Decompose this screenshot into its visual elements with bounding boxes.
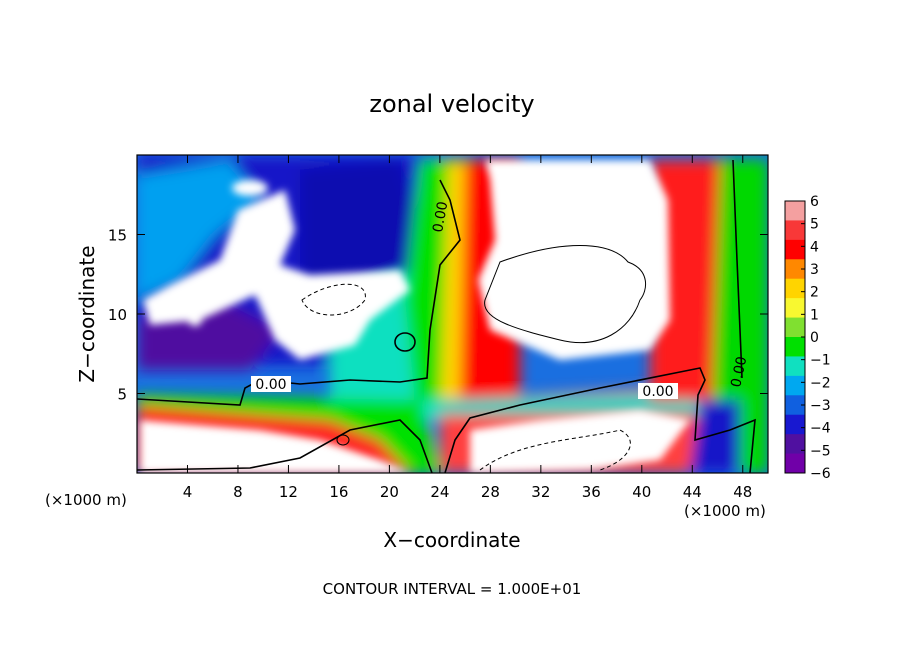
contour-interval-footer: CONTOUR INTERVAL = 1.000E+01 <box>323 580 582 598</box>
x-tick-label: 4 <box>183 483 193 501</box>
x-tick-label: 8 <box>233 483 243 501</box>
x-tick-label: 16 <box>329 483 348 501</box>
x-tick-label: 12 <box>279 483 298 501</box>
colorbar-tick-label: 1 <box>810 307 819 323</box>
contour-label-2: 0.00 <box>642 384 673 400</box>
x-tick-label: 40 <box>632 483 651 501</box>
colorbar-swatch <box>785 201 805 221</box>
colorbar-swatch <box>785 278 805 299</box>
colorbar-swatch <box>785 395 805 416</box>
x-axis: 4 8 12 16 20 24 28 32 36 40 44 48 <box>183 155 752 501</box>
colorbar-swatch <box>785 453 805 474</box>
x-tick-label: 36 <box>582 483 601 501</box>
contour-label-4: 0.00 <box>728 355 750 389</box>
colorbar-tick-label: 0 <box>810 330 819 346</box>
x-tick-label: 32 <box>531 483 550 501</box>
x-tick-label: 20 <box>380 483 399 501</box>
colorbar-swatch <box>785 337 805 357</box>
colorbar-swatch <box>785 414 805 435</box>
contour-labels: 0.00 0.00 0.00 0.00 <box>251 200 750 400</box>
x-tick-label: 44 <box>683 483 702 501</box>
y-tick-label: 10 <box>108 306 127 324</box>
x-unit-right: (×1000 m) <box>684 502 766 520</box>
x-unit-left: (×1000 m) <box>45 491 127 509</box>
y-axis: 5 10 15 <box>108 227 768 404</box>
colorbar: 6 5 4 3 2 1 0 −1 −2 −3 −4 −5 −6 <box>784 194 831 482</box>
colorbar-swatch <box>785 375 805 396</box>
x-tick-label: 28 <box>481 483 500 501</box>
contour-label-3: 0.00 <box>430 200 451 233</box>
y-tick-label: 5 <box>117 386 127 404</box>
colorbar-swatch <box>785 239 805 260</box>
y-tick-label: 15 <box>108 227 127 245</box>
colorbar-swatch <box>785 220 805 241</box>
colorbar-swatch <box>785 298 805 319</box>
colorbar-tick-label: 5 <box>810 217 819 233</box>
colorbar-tick-label: 2 <box>810 285 819 301</box>
colorbar-tick-label: −1 <box>810 353 831 369</box>
colorbar-tick-label: −5 <box>810 443 831 459</box>
inner-contours <box>301 245 647 471</box>
colorbar-tick-label: 3 <box>810 262 819 278</box>
zero-contours <box>137 159 756 473</box>
colorbar-tick-label: −4 <box>810 421 831 437</box>
x-tick-label: 24 <box>430 483 449 501</box>
colorbar-tick-label: 6 <box>810 194 819 210</box>
colorbar-swatch <box>785 434 805 455</box>
colorbar-tick-label: −6 <box>810 466 831 482</box>
x-tick-label: 48 <box>733 483 752 501</box>
colorbar-tick-label: 4 <box>810 239 819 255</box>
y-axis-label: Z−coordinate <box>75 245 99 382</box>
colorbar-tick-label: −2 <box>810 375 831 391</box>
heatmap-field: 0.00 0.00 0.00 0.00 <box>137 155 768 473</box>
colorbar-swatch <box>785 356 805 377</box>
contour-label-1: 0.00 <box>255 377 286 393</box>
colorbar-swatch <box>785 317 805 338</box>
x-axis-label: X−coordinate <box>383 528 520 552</box>
chart-title: zonal velocity <box>369 90 534 118</box>
colorbar-swatch <box>785 259 805 280</box>
colorbar-tick-label: −3 <box>810 398 831 414</box>
